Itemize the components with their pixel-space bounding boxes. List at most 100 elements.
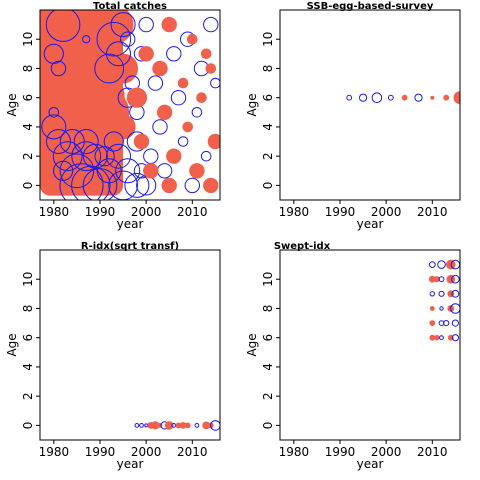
y-tick-label: 0: [21, 182, 35, 190]
y-tick-label: 0: [261, 182, 275, 190]
bubble-negative: [203, 16, 219, 33]
bubble-negative: [210, 77, 220, 89]
bubble-negative: [82, 168, 118, 200]
x-tick-label: 1990: [325, 205, 356, 219]
bubble-negative: [191, 107, 203, 118]
bubble-negative: [170, 90, 187, 106]
bubble-layer: [346, 91, 460, 105]
bubble-positive: [177, 77, 189, 89]
bubble-negative: [106, 143, 131, 169]
panel-total-catches: Total catches year Age 1980 1990 2000 2010 0…: [5, 1, 221, 231]
panel-title: R-idx(sqrt transf): [81, 241, 179, 252]
bubble-layer: [134, 420, 220, 431]
bubble-negative: [96, 21, 132, 57]
x-tick-label: 2000: [371, 205, 402, 219]
bubble-positive: [453, 91, 460, 105]
bubble-positive: [443, 94, 450, 101]
y-axis-label: Age: [5, 93, 19, 116]
y-tick-label: 0: [21, 422, 35, 430]
x-tick-label: 1980: [39, 205, 70, 219]
bubble-positive: [94, 10, 134, 45]
bubble-negative: [437, 260, 446, 269]
bubble-negative: [94, 53, 125, 84]
bubble-positive: [205, 63, 217, 74]
x-tick-label: 2000: [371, 445, 402, 459]
bubble-positive: [429, 320, 436, 327]
bubble-negative: [103, 131, 124, 152]
bubble-negative: [45, 10, 81, 42]
bubble-positive: [434, 335, 440, 341]
bubble-positive: [138, 46, 154, 62]
y-axis-label: Age: [245, 93, 259, 116]
bubble-positive: [207, 133, 220, 150]
bubble-negative: [152, 119, 168, 135]
bubble-positive: [110, 114, 136, 140]
bubble-negative: [134, 423, 140, 428]
x-tick-label: 2000: [131, 445, 162, 459]
bubble-positive: [446, 274, 456, 284]
x-axis-label: year: [117, 457, 144, 471]
bubble-negative: [439, 306, 444, 311]
bubble-negative: [82, 35, 91, 44]
y-tick-label: 2: [261, 392, 275, 400]
bubble-positive: [430, 95, 435, 100]
bubble-positive: [164, 421, 174, 430]
panel-swept-idx: Swept-idx year Age 1980 1990 2000 2010 0 2 4 6 8…: [245, 241, 461, 471]
x-tick-label: 1990: [85, 205, 116, 219]
bubble-positive: [143, 163, 159, 179]
bubble-negative: [138, 16, 154, 33]
x-tick-label: 2010: [177, 205, 208, 219]
bubble-negative: [451, 319, 459, 327]
bubble-negative: [387, 94, 394, 101]
bubble-positive: [133, 133, 150, 150]
x-tick-label: 1990: [325, 445, 356, 459]
bubble-negative: [53, 160, 74, 181]
bubble-positive: [161, 16, 177, 33]
x-tick-label: 2000: [131, 205, 162, 219]
y-tick-label: 8: [261, 65, 275, 73]
bubble-negative: [59, 153, 95, 189]
y-tick-label: 4: [21, 363, 35, 371]
y-tick-label: 0: [261, 422, 275, 430]
x-axis-label: year: [117, 217, 144, 231]
x-axis-label: year: [357, 217, 384, 231]
bubble-negative: [346, 94, 353, 101]
bubble-layer: [428, 259, 460, 342]
bubble-positive: [152, 60, 168, 77]
y-tick-label: 10: [261, 272, 275, 287]
bubble-negative: [59, 163, 104, 200]
bubble-negative: [371, 92, 383, 103]
y-tick-label: 2: [21, 392, 35, 400]
bubble-negative: [210, 420, 220, 431]
bubble-negative: [443, 320, 450, 327]
x-axis-label: year: [357, 457, 384, 471]
plot-frame: [279, 249, 461, 441]
bubble-negative: [94, 146, 115, 167]
bubble-negative: [41, 114, 67, 140]
plot-frame: [279, 9, 461, 201]
y-tick-label: 8: [21, 65, 35, 73]
bubble-negative: [414, 93, 423, 102]
bubble-negative: [136, 175, 157, 196]
panel-r-idx: R-idx(sqrt transf) year Age 1980 1990 2000…: [5, 241, 221, 471]
bubble-positive: [196, 92, 207, 103]
x-tick-label: 1990: [85, 445, 116, 459]
y-tick-label: 2: [261, 152, 275, 160]
bubble-positive: [200, 48, 212, 60]
y-tick-label: 4: [261, 363, 275, 371]
bubble-negative: [50, 60, 67, 77]
x-tick-label: 1980: [39, 445, 70, 459]
bubble-negative: [48, 107, 60, 118]
x-tick-label: 2010: [417, 205, 448, 219]
y-tick-label: 10: [261, 32, 275, 47]
bubble-negative: [147, 75, 164, 91]
bubble-negative: [71, 165, 111, 200]
x-tick-label: 1980: [279, 205, 310, 219]
panel-title: Total catches: [93, 1, 167, 12]
bubble-positive: [184, 422, 191, 429]
bubble-negative: [124, 172, 150, 198]
y-tick-label: 6: [21, 334, 35, 342]
bubble-negative: [120, 31, 136, 47]
y-tick-label: 6: [21, 94, 35, 102]
